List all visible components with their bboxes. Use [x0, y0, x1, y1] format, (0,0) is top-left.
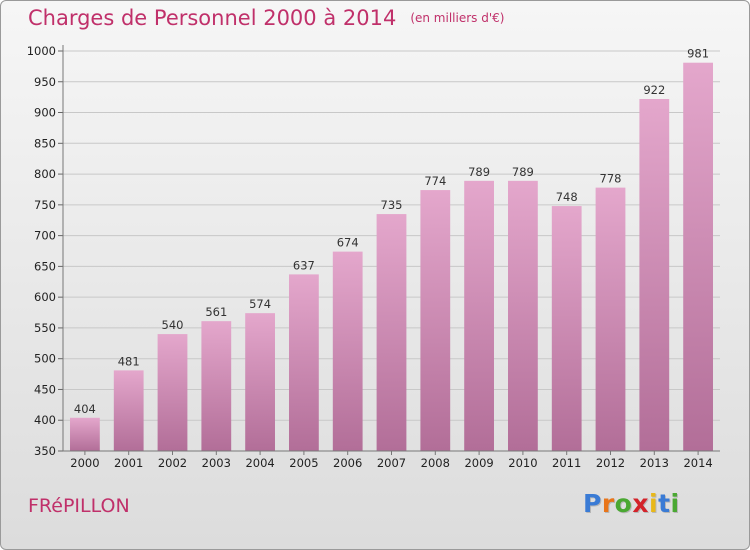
- bar-2000: [70, 417, 100, 451]
- data-label-2000: 404: [74, 402, 96, 416]
- bar-2007: [376, 214, 407, 451]
- bar-2003: [201, 321, 232, 451]
- data-label-2010: 789: [512, 165, 534, 179]
- x-tick-label-2010: 2010: [508, 456, 537, 470]
- y-tick-label: 500: [34, 352, 56, 366]
- data-label-2011: 748: [556, 190, 578, 204]
- data-label-2012: 778: [600, 172, 622, 186]
- data-label-2007: 735: [381, 198, 403, 212]
- logo-letter: i: [670, 489, 680, 518]
- y-tick-label: 400: [34, 413, 56, 427]
- x-tick-label-2006: 2006: [333, 456, 362, 470]
- x-tick-label-2014: 2014: [683, 456, 712, 470]
- y-tick-label: 700: [34, 229, 56, 243]
- city-name: FRéPILLON: [28, 495, 130, 517]
- logo-letter: r: [601, 489, 615, 518]
- x-tick-label-2001: 2001: [114, 456, 143, 470]
- y-tick-label: 450: [34, 382, 56, 396]
- x-tick-label-2005: 2005: [289, 456, 318, 470]
- bar-2013: [639, 99, 670, 451]
- y-tick-label: 900: [34, 106, 56, 120]
- y-tick-label: 1000: [27, 44, 56, 58]
- y-tick-label: 850: [34, 136, 56, 150]
- chart-title: Charges de Personnel 2000 à 2014 (en mill…: [28, 6, 504, 30]
- x-tick-label-2008: 2008: [421, 456, 450, 470]
- data-label-2014: 981: [687, 47, 709, 61]
- bar-layer: 404 481 540 561 574 637 674 735 774 789 789 748 778 9…: [70, 47, 713, 452]
- y-tick-label: 650: [34, 259, 56, 273]
- data-label-2003: 561: [205, 305, 227, 319]
- bar-2001: [113, 370, 144, 451]
- x-tick-label-2003: 2003: [202, 456, 231, 470]
- data-label-2002: 540: [162, 318, 184, 332]
- bar-2010: [508, 180, 538, 451]
- data-label-2008: 774: [424, 174, 446, 188]
- data-label-2005: 637: [293, 258, 315, 272]
- axis-layer: 350 400 450 500 550 600 650 700 750 800 850 900 950 1…: [27, 44, 720, 470]
- y-tick-label: 550: [34, 321, 56, 335]
- x-tick-label-2009: 2009: [464, 456, 493, 470]
- proxiti-logo[interactable]: Proxiti: [583, 489, 680, 518]
- bar-2012: [595, 187, 626, 451]
- x-tick-label-2002: 2002: [158, 456, 187, 470]
- bar-2014: [683, 62, 713, 451]
- bar-2004: [245, 313, 275, 451]
- data-label-2009: 789: [468, 165, 490, 179]
- x-tick-label-2007: 2007: [377, 456, 406, 470]
- chart-subtitle: (en milliers d'€): [410, 11, 505, 25]
- y-tick-label: 750: [34, 198, 56, 212]
- logo-letter: i: [649, 489, 659, 518]
- y-tick-label: 800: [34, 167, 56, 181]
- logo-letter: x: [632, 489, 649, 518]
- bar-2011: [551, 206, 582, 451]
- data-label-2001: 481: [118, 354, 140, 368]
- y-tick-label: 350: [34, 444, 56, 458]
- data-label-2004: 574: [249, 297, 271, 311]
- bar-2002: [157, 334, 188, 451]
- data-label-2006: 674: [337, 236, 359, 250]
- x-tick-label-2013: 2013: [640, 456, 669, 470]
- logo-letter: o: [614, 489, 633, 518]
- bar-2006: [332, 251, 363, 451]
- chart-title-text: Charges de Personnel 2000 à 2014: [28, 6, 397, 30]
- bar-2005: [289, 274, 319, 451]
- logo-letter: t: [658, 489, 671, 518]
- x-tick-label-2012: 2012: [596, 456, 625, 470]
- x-tick-label-2011: 2011: [552, 456, 581, 470]
- logo-letter: P: [583, 489, 602, 518]
- y-tick-label: 600: [34, 290, 56, 304]
- bar-2008: [420, 190, 451, 452]
- bar-2009: [464, 180, 494, 451]
- x-tick-label-2000: 2000: [70, 456, 99, 470]
- data-label-2013: 922: [643, 83, 665, 97]
- x-tick-label-2004: 2004: [245, 456, 274, 470]
- y-tick-label: 950: [34, 75, 56, 89]
